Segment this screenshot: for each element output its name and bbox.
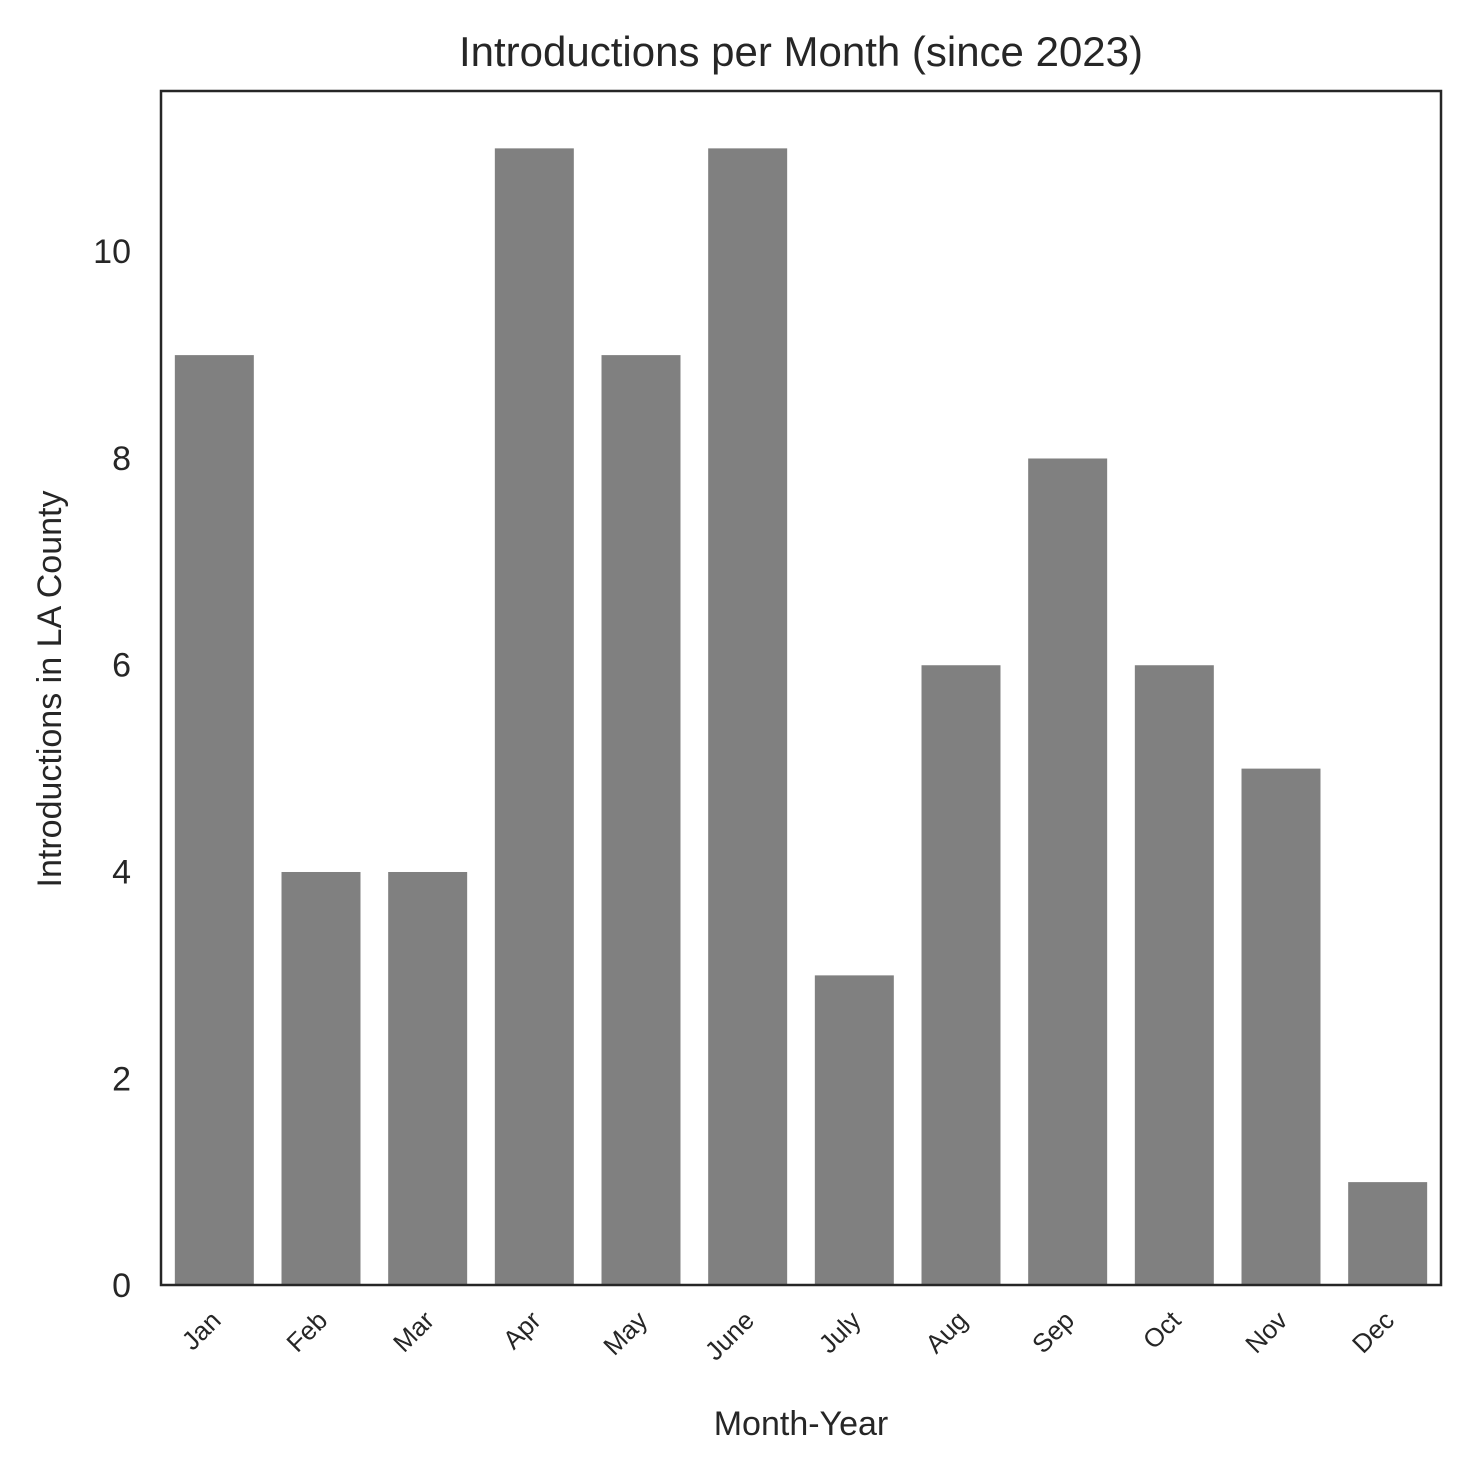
bar-aug [920, 664, 1002, 1286]
bar-mar [387, 870, 469, 1286]
bars-group [173, 147, 1429, 1286]
y-tick-label-6: 6 [112, 647, 131, 685]
y-tick-label-2: 2 [112, 1060, 131, 1098]
y-tick-label-4: 4 [112, 853, 131, 891]
y-tick-label-0: 0 [112, 1267, 131, 1305]
y-axis-label: Introductions in LA County [31, 491, 69, 888]
plot-frame [159, 89, 1443, 1287]
y-axis-ticks: 0 2 4 6 8 10 [93, 233, 131, 1305]
x-axis-label: Month-Year [714, 1405, 889, 1443]
bar-oct [1133, 664, 1215, 1286]
bar-apr [493, 147, 575, 1286]
bar-feb [280, 870, 362, 1286]
y-tick-label-8: 8 [112, 440, 131, 478]
bar-may [600, 354, 682, 1286]
bar-june [707, 147, 789, 1286]
chart-title: Introductions per Month (since 2023) [459, 28, 1143, 75]
y-tick-label-10: 10 [93, 233, 131, 271]
bar-jan [173, 354, 255, 1286]
bar-dec [1347, 1181, 1429, 1286]
bar-sep [1027, 457, 1109, 1286]
bar-july [813, 974, 895, 1286]
bar-nov [1240, 767, 1322, 1286]
